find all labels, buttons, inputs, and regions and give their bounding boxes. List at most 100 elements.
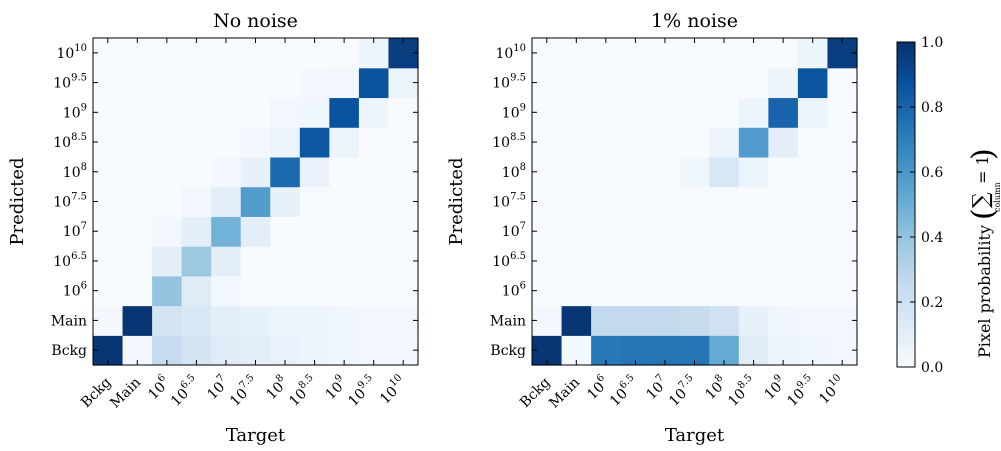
heatmap-cell (181, 305, 212, 336)
heatmap-cell (797, 156, 829, 188)
heatmap-panel-2: BckgMain106106.5107107.5108108.5109109.5… (446, 10, 858, 446)
y-tick-label: 108 (502, 162, 526, 181)
x-tick-label: 107.5 (664, 372, 701, 409)
heatmap-cell (358, 67, 390, 99)
heatmap-cell (591, 127, 622, 158)
x-tick-label: 109.5 (782, 372, 819, 409)
heatmap-cell (181, 275, 212, 307)
heatmap-cell (591, 38, 622, 69)
colorbar-label: Pixel probability (∑ column= 1) (966, 148, 1001, 358)
heatmap-cell (709, 275, 740, 307)
y-tick-label: 107 (502, 221, 526, 240)
heatmap-cell (591, 246, 622, 277)
heatmap-cell (358, 246, 390, 277)
heatmap-cell (620, 38, 651, 69)
x-tick-label: Bckg (78, 374, 114, 410)
heatmap-cell (532, 246, 563, 277)
heatmap-cell (93, 156, 124, 188)
heatmap-cell (591, 216, 622, 247)
colorbar-label-paren-open: ( (966, 208, 1001, 220)
heatmap-cell (620, 97, 651, 128)
heatmap-cell (93, 275, 124, 307)
heatmap-cell (679, 186, 710, 217)
heatmap-cell (591, 305, 622, 336)
heatmap-cell (299, 186, 330, 217)
heatmap-cell (270, 216, 301, 247)
heatmap-cell (299, 127, 330, 158)
heatmap-cell (650, 246, 681, 277)
heatmap-cell (240, 97, 271, 128)
heatmap-cell (738, 186, 769, 217)
heatmap-cell (358, 216, 390, 247)
heatmap-cell (561, 127, 592, 158)
heatmap-cell (181, 156, 212, 188)
heatmap-cell (270, 38, 301, 69)
heatmap-cell (211, 127, 242, 158)
heatmap-cell (211, 97, 242, 128)
heatmap-cell (211, 38, 242, 69)
heatmap-cell (122, 67, 153, 99)
x-axis-label: Target (665, 425, 725, 446)
heatmap-cell (329, 67, 360, 99)
heatmap-cell (240, 216, 271, 247)
heatmap-cell (650, 97, 681, 128)
heatmap-cell (768, 305, 799, 336)
y-tick-label: 106 (502, 281, 526, 300)
heatmap-cell (358, 127, 390, 158)
heatmap-cell (299, 38, 330, 69)
colorbar-label-sum: ∑ (969, 192, 994, 208)
heatmap-cell (270, 305, 301, 336)
heatmap-cell (299, 67, 330, 99)
heatmap-cell (152, 216, 183, 247)
heatmap-cell (591, 97, 622, 128)
colorbar-tick-label: 0.8 (921, 100, 943, 116)
heatmap-cell (358, 305, 390, 336)
heatmap-cell (152, 305, 183, 336)
heatmap-cell (738, 97, 769, 128)
heatmap-cell (93, 97, 124, 128)
colorbar-label-equals: = 1 (973, 155, 992, 184)
heatmap-cell (211, 216, 242, 247)
y-tick-label: 109 (502, 102, 526, 121)
heatmap-cell (532, 67, 563, 99)
colorbar: 0.0 0.2 0.4 0.6 0.8 1.0 Pixel probability (∑ col… (896, 35, 1001, 376)
heatmap-cell (181, 216, 212, 247)
heatmap-cell (620, 246, 651, 277)
heatmap-cell (709, 67, 740, 99)
heatmap-cell (797, 186, 829, 217)
heatmap-cell (240, 305, 271, 336)
heatmap-cell (93, 246, 124, 277)
heatmap-cell (211, 246, 242, 277)
heatmap-cell (532, 186, 563, 217)
y-tick-label: 106 (63, 281, 87, 300)
heatmap-cell (709, 246, 740, 277)
heatmap-cell (561, 97, 592, 128)
heatmap-cell (650, 305, 681, 336)
heatmap-cell (211, 67, 242, 99)
heatmap-cell (797, 38, 829, 69)
heatmap-cell (532, 97, 563, 128)
heatmap-cell (152, 38, 183, 69)
colorbar-tick-label: 0.6 (921, 165, 943, 181)
heatmap-cell (738, 275, 769, 307)
heatmap-cell (561, 216, 592, 247)
colorbar-label-text: Pixel probability (975, 225, 994, 358)
y-tick-label: 109.5 (492, 73, 526, 92)
heatmap-cell (299, 97, 330, 128)
y-tick-label: 106.5 (53, 251, 87, 270)
heatmap-cell (709, 305, 740, 336)
heatmap-cell (240, 38, 271, 69)
x-tick-label: 1010 (375, 372, 410, 407)
y-tick-label: 109.5 (53, 73, 87, 92)
y-axis-label: Predicted (446, 157, 467, 245)
y-tick-label: 108 (63, 162, 87, 181)
heatmap-cell (738, 305, 769, 336)
colorbar-tick-label: 1.0 (921, 35, 943, 51)
heatmap-cell (768, 246, 799, 277)
heatmap-cell (299, 305, 330, 336)
heatmap-cell (768, 97, 799, 128)
heatmap-cell (797, 97, 829, 128)
heatmap-cell (299, 216, 330, 247)
heatmap-cell (709, 127, 740, 158)
y-tick-label: Bckg (490, 343, 526, 359)
